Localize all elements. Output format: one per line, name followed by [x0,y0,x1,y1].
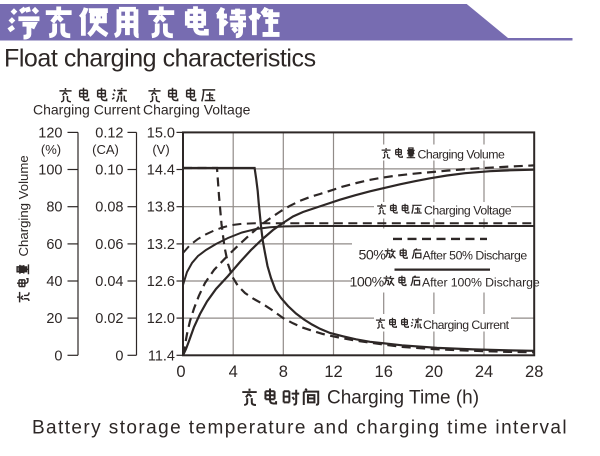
svg-text:After 50% Discharge: After 50% Discharge [423,248,528,262]
svg-text:4: 4 [229,363,238,381]
svg-text:0.06: 0.06 [95,237,123,253]
svg-text:0.08: 0.08 [95,200,123,216]
svg-text:20: 20 [425,363,443,381]
svg-text:13.8: 13.8 [147,200,175,216]
svg-text:100%: 100% [350,275,385,291]
svg-text:Charging Volume: Charging Volume [418,148,505,162]
svg-text:(CA): (CA) [92,142,119,157]
svg-text:0: 0 [115,348,123,364]
svg-text:100: 100 [38,163,62,179]
svg-text:Charging Volume: Charging Volume [16,155,31,256]
svg-text:Charging Time (h): Charging Time (h) [327,388,479,409]
svg-text:(V): (V) [152,142,169,157]
svg-text:0.04: 0.04 [95,274,123,290]
svg-text:14.4: 14.4 [147,163,175,179]
svg-text:After 100% Discharge: After 100% Discharge [422,276,540,290]
svg-text:28: 28 [525,363,543,381]
svg-text:15.0: 15.0 [147,125,175,141]
svg-text:13.2: 13.2 [147,237,175,253]
svg-text:60: 60 [46,237,62,253]
svg-text:(%): (%) [41,142,61,157]
svg-text:0.10: 0.10 [95,163,123,179]
svg-text:Charging Current: Charging Current [33,102,140,118]
svg-text:24: 24 [475,363,493,381]
svg-text:8: 8 [279,363,288,381]
svg-text:0: 0 [176,363,185,381]
svg-text:16: 16 [375,363,393,381]
svg-text:50%: 50% [359,247,387,263]
svg-text:Charging Current: Charging Current [423,318,510,332]
svg-text:Charging Voltage: Charging Voltage [424,204,512,218]
svg-text:11.4: 11.4 [148,348,175,364]
svg-text:12.0: 12.0 [147,311,175,327]
svg-text:12.6: 12.6 [147,274,175,290]
svg-text:20: 20 [46,311,62,327]
svg-text:Charging Voltage: Charging Voltage [143,102,251,118]
svg-text:40: 40 [46,274,62,290]
svg-text:80: 80 [46,200,62,216]
svg-text:0.02: 0.02 [95,311,123,327]
svg-text:12: 12 [324,363,342,381]
svg-text:0.12: 0.12 [95,125,123,141]
svg-text:120: 120 [38,125,62,141]
svg-text:Float charging characteristics: Float charging characteristics [4,45,316,73]
svg-text:Battery storage temperature an: Battery storage temperature and charging… [32,418,568,439]
svg-text:0: 0 [54,348,62,364]
